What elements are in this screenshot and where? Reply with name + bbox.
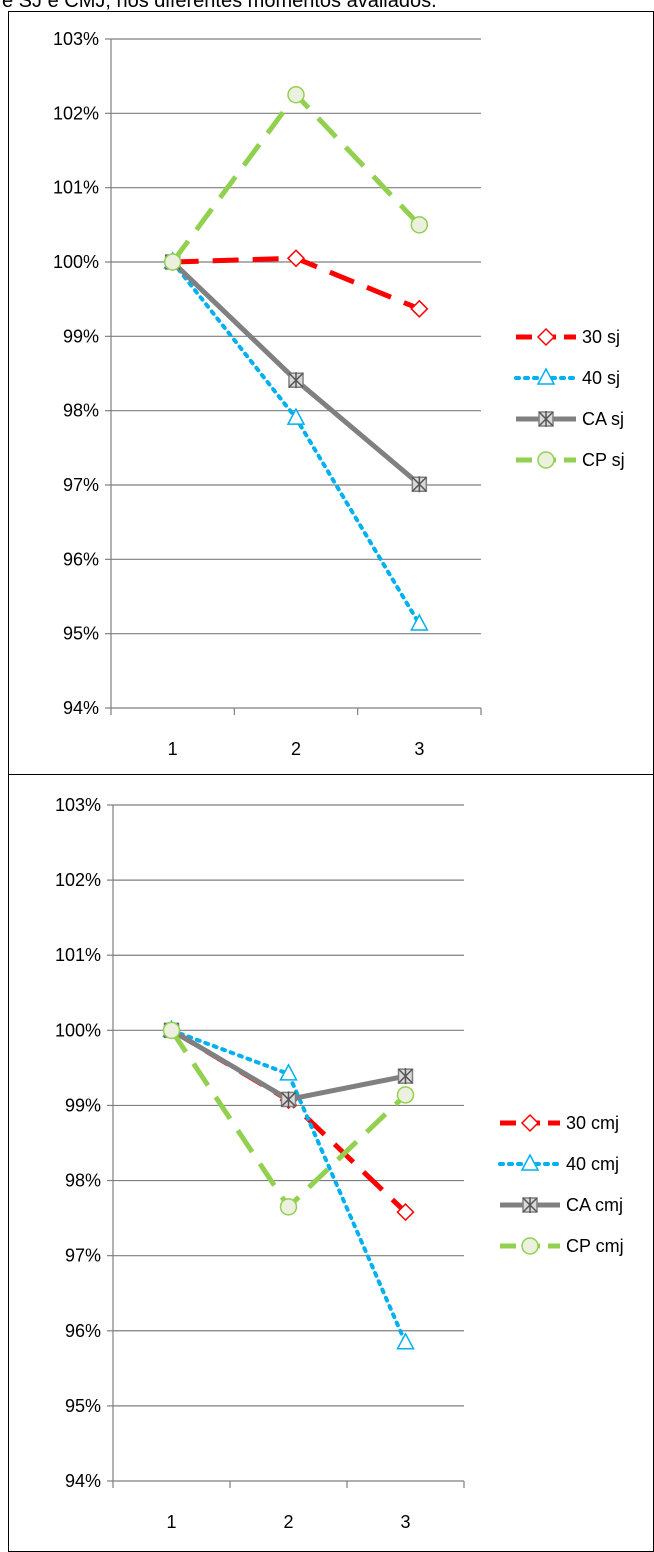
marker-circle (537, 451, 555, 469)
legend-label: CP sj (582, 450, 625, 470)
legend-entry: 30 cmj (500, 1113, 619, 1133)
legend-entry: CP sj (516, 450, 625, 470)
y-tick-label: 96% (63, 549, 99, 569)
x-tick-label: 3 (414, 739, 424, 759)
x-tick-label: 3 (400, 1512, 410, 1532)
marker-triangle (520, 1153, 540, 1171)
y-tick-label: 94% (63, 698, 99, 718)
marker-diamond (536, 327, 556, 347)
legend-entry: 40 sj (514, 367, 620, 388)
series-CA-sj (164, 254, 428, 493)
series-line (170, 92, 422, 264)
series-30-sj (163, 249, 429, 318)
legend-entry: CA cmj (500, 1195, 623, 1215)
series-line (170, 260, 422, 627)
legend-entry: 30 sj (516, 327, 620, 347)
marker-circle (279, 1198, 298, 1216)
y-tick-label: 101% (55, 945, 101, 965)
x-tick-label: 1 (166, 1512, 176, 1532)
y-tick-label: 97% (63, 475, 99, 495)
series-40-sj (163, 251, 429, 631)
x-tick-label: 2 (291, 739, 301, 759)
y-tick-label: 103% (53, 29, 99, 49)
sj-line-chart: 94% 95% 96% 97% 98% 99% 100% 101% 102% 103% 1 2 3 30 … (53, 29, 625, 759)
marker-star (522, 1197, 538, 1213)
marker-star (411, 476, 428, 493)
marker-star (538, 411, 554, 427)
legend-label: 30 cmj (566, 1113, 619, 1133)
y-tick-label: 95% (63, 624, 99, 644)
y-tick-label: 100% (55, 1020, 101, 1040)
y-tick-label: 98% (63, 401, 99, 421)
y-tick-label: 95% (65, 1396, 101, 1416)
x-tick-label: 1 (168, 739, 178, 759)
y-tick-label: 102% (53, 103, 99, 123)
marker-circle (396, 1086, 415, 1104)
y-tick-label: 99% (63, 326, 99, 346)
legend-label: 40 sj (582, 368, 620, 388)
marker-triangle (286, 407, 306, 425)
y-tick-label: 94% (65, 1471, 101, 1491)
legend-label: CA cmj (566, 1195, 623, 1215)
legend-label: 30 sj (582, 327, 620, 347)
marker-diamond (396, 1203, 415, 1222)
marker-triangle (279, 1063, 298, 1081)
series-line (170, 1028, 408, 1214)
marker-star (288, 372, 304, 389)
marker-diamond (520, 1113, 540, 1133)
y-tick-label: 99% (65, 1095, 101, 1115)
chart-panel-sj: 94% 95% 96% 97% 98% 99% 100% 101% 102% 103% 1 2 3 30 … (8, 11, 654, 775)
series-CP-sj (163, 86, 429, 271)
x-tick-label: 2 (283, 1512, 293, 1532)
legend-entry: CA sj (516, 409, 624, 429)
marker-circle (162, 1021, 181, 1040)
marker-diamond (410, 299, 429, 318)
marker-circle (410, 216, 429, 234)
marker-triangle (410, 613, 429, 631)
figure-caption: e SJ e CMJ, nos diferentes momentos aval… (2, 0, 437, 12)
y-tick-label: 102% (55, 870, 101, 890)
marker-star (280, 1091, 297, 1108)
y-tick-label: 101% (53, 178, 99, 198)
y-tick-label: 96% (65, 1321, 101, 1341)
marker-circle (163, 253, 182, 271)
legend-label: CA sj (582, 409, 624, 429)
y-tick-label: 100% (53, 252, 99, 272)
legend-entry: 40 cmj (498, 1153, 619, 1174)
marker-diamond (286, 249, 306, 268)
chart-panel-cmj: 94% 95% 96% 97% 98% 99% 100% 101% 102% 103% 1 2 3 30 … (8, 774, 654, 1552)
marker-triangle (536, 367, 556, 385)
cmj-line-chart: 94% 95% 96% 97% 98% 99% 100% 101% 102% 103% 1 2 3 30 … (55, 795, 624, 1532)
marker-triangle (396, 1332, 415, 1350)
legend-entry: CP cmj (500, 1236, 624, 1256)
y-tick-label: 103% (55, 795, 101, 815)
legend-label: CP cmj (566, 1236, 624, 1256)
y-tick-label: 97% (65, 1246, 101, 1266)
marker-circle (521, 1237, 539, 1255)
series-CP-cmj (162, 1021, 415, 1216)
marker-circle (287, 86, 305, 104)
y-tick-label: 98% (65, 1171, 101, 1191)
legend-label: 40 cmj (566, 1154, 619, 1174)
marker-star (397, 1068, 414, 1085)
